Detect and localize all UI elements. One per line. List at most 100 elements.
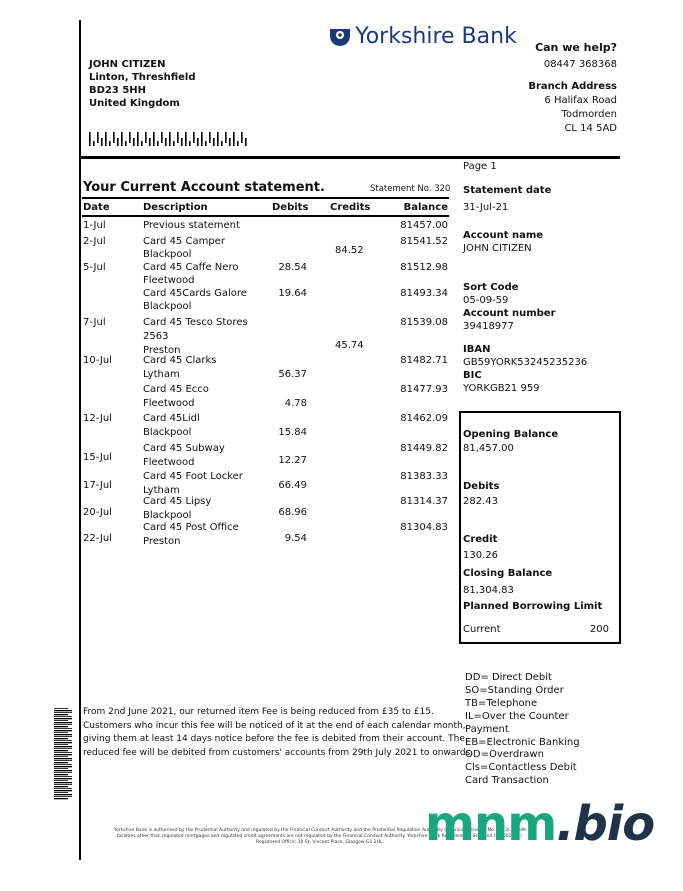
- row-balance: 81482.71: [400, 355, 448, 366]
- bic: YORKGB21 959: [463, 383, 540, 394]
- help-block: Can we help? 08447 368368 Branch Address…: [528, 41, 617, 136]
- row-date: 10-Jul: [83, 355, 112, 366]
- account-name-label: Account name: [463, 230, 544, 241]
- barcode-bar: [165, 138, 167, 146]
- barcode-bar: [189, 141, 191, 146]
- barcode-bar: [213, 138, 215, 146]
- row-description-line: Card 45 Lipsy: [143, 496, 212, 507]
- barcode-bar: [54, 782, 72, 784]
- barcode-bar: [54, 750, 68, 752]
- barcode-bar: [225, 132, 227, 143]
- opening-balance-label: Opening Balance: [463, 429, 559, 440]
- footer-line: Registered Office; 30 St. Vincent Place,…: [256, 840, 384, 845]
- barcode-bar: [54, 716, 72, 717]
- barcode-bar: [117, 138, 119, 146]
- row-description-line: Blackpool: [143, 510, 192, 521]
- barcode-bar: [153, 132, 155, 146]
- barcode-bar: [205, 141, 207, 146]
- barcode-bar: [54, 738, 68, 740]
- notice-line: Customers who incur this fee will be not…: [83, 720, 466, 731]
- row-balance: 81462.09: [400, 413, 448, 424]
- barcode-bar: [157, 141, 159, 146]
- legend-line: DD= Direct Debit: [465, 672, 552, 683]
- row-balance: 81477.93: [400, 384, 448, 395]
- borrowing-limit-current-label: Current: [463, 624, 501, 635]
- barcode-bar: [121, 132, 123, 146]
- barcode-bar: [54, 714, 68, 716]
- col-header-date: Date: [83, 202, 110, 213]
- row-balance: 81541.52: [400, 236, 448, 247]
- credit-label: Credit: [463, 534, 498, 545]
- barcode-bar: [54, 772, 72, 773]
- row-balance: 81314.37: [400, 496, 448, 507]
- iban-label: IBAN: [463, 344, 491, 355]
- barcode-bar: [97, 132, 99, 143]
- header-divider: [80, 156, 620, 159]
- barcode-bar: [137, 132, 139, 146]
- bank-name: Yorkshire Bank: [355, 24, 517, 49]
- address-line: BD23 5HH: [89, 85, 147, 96]
- header-underline: [82, 215, 449, 217]
- debits-total: 282.43: [463, 496, 498, 507]
- barcode-bar: [54, 786, 68, 788]
- row-description-line: Blackpool: [143, 301, 192, 312]
- statement-title: Your Current Account statement.: [83, 180, 325, 195]
- barcode-bar: [54, 796, 72, 797]
- barcode-bar: [54, 788, 72, 789]
- barcode-bar: [89, 132, 91, 146]
- barcode-bar: [54, 768, 68, 769]
- col-header-credits: Credits: [330, 202, 371, 213]
- row-description-line: Preston: [143, 345, 181, 356]
- row-description-line: Card 45 Post Office: [143, 522, 239, 533]
- branch-title: Branch Address: [528, 81, 617, 92]
- barcode-bar: [125, 141, 127, 146]
- row-date: 5-Jul: [83, 262, 106, 273]
- legend-line: Card Transaction: [465, 775, 549, 787]
- row-debit: 4.78: [284, 398, 307, 409]
- barcode-bar: [54, 774, 68, 776]
- row-description-line: Card 45 Clarks: [143, 355, 217, 366]
- barcode-bar: [54, 732, 68, 733]
- address-line: Linton, Threshfield: [89, 72, 196, 83]
- barcode-bar: [141, 141, 143, 146]
- row-description-line: Fleetwood: [143, 275, 195, 286]
- barcode-bar: [54, 778, 72, 780]
- barcode-bar: [229, 138, 231, 146]
- barcode-bar: [105, 132, 107, 146]
- opening-balance: 81,457.00: [463, 443, 514, 454]
- barcode-bar: [197, 138, 199, 146]
- account-number: 39418977: [463, 321, 514, 332]
- barcode-bar: [93, 141, 95, 146]
- legend-line: SO=Standing Order: [465, 684, 564, 696]
- barcode-bar: [54, 726, 68, 728]
- row-balance: 81449.82: [400, 443, 448, 454]
- row-balance: 81457.00: [400, 220, 448, 231]
- notice-line: reduced fee will be debited from custome…: [83, 747, 474, 758]
- row-debit: 9.54: [284, 533, 307, 544]
- barcode-bar: [161, 132, 163, 143]
- col-header-description: Description: [143, 202, 208, 213]
- row-description-line: Card 45 Tesco Stores: [143, 317, 248, 328]
- branch-line: Todmorden: [561, 109, 617, 120]
- barcode-bar: [129, 132, 131, 143]
- barcode-bar: [54, 744, 68, 745]
- row-date: 15-Jul: [83, 452, 112, 463]
- barcode-bar: [54, 740, 72, 741]
- row-description-line: Lytham: [143, 485, 180, 496]
- barcode-bar: [173, 141, 175, 146]
- notice-line: giving them at least 14 days notice befo…: [83, 734, 465, 744]
- barcode-bar: [54, 784, 72, 785]
- row-date: 20-Jul: [83, 507, 112, 518]
- barcode-bar: [54, 770, 72, 772]
- barcode-bar: [221, 141, 223, 146]
- barcode-bar: [54, 718, 72, 720]
- barcode-bar: [54, 794, 72, 796]
- barcode-bar: [181, 138, 183, 146]
- row-description-line: 2563: [143, 331, 169, 342]
- barcode-bar: [54, 764, 72, 765]
- legend-line: IL=Over the Counter: [465, 710, 569, 722]
- row-description-line: Preston: [143, 536, 181, 547]
- row-date: 7-Jul: [83, 317, 106, 328]
- barcode-bar: [109, 141, 111, 146]
